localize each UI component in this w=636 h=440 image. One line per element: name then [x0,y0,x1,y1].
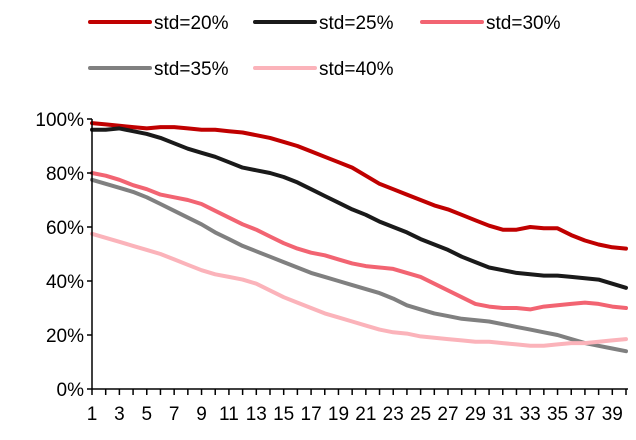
x-tick-label: 19 [328,404,349,425]
x-tick-label: 3 [114,404,125,425]
x-tick-label: 35 [547,404,568,425]
x-tick-label: 5 [141,404,152,425]
legend-label: std=40% [319,59,394,80]
series-line-std=40% [90,231,628,348]
x-tick-label: 33 [520,404,541,425]
x-tick-label: 9 [196,404,207,425]
x-tick-label: 29 [465,404,486,425]
y-tick-label: 20% [46,326,84,347]
legend-label: std=20% [154,13,229,34]
series-line-std=35% [90,177,628,354]
y-tick-label: 80% [46,164,84,185]
series-line-std=20% [90,121,628,251]
y-tick-label: 40% [46,272,84,293]
x-tick-label: 21 [355,404,376,425]
x-tick-label: 27 [437,404,458,425]
x-tick-label: 13 [246,404,267,425]
y-tick-label: 0% [57,380,85,401]
axes: 0%20%40%60%80%100%1 3 5 7 9 11 13 15 17 19 21 23 25 2… [35,110,628,425]
x-tick-label: 39 [602,404,623,425]
x-tick-label: 17 [301,404,322,425]
x-tick-label: 11 [219,404,239,425]
x-tick-label: 31 [492,404,513,425]
x-tick-label: 25 [410,404,431,425]
legend-label: std=35% [154,59,229,80]
x-tick-label: 15 [273,404,294,425]
legend-label: std=30% [486,13,561,34]
series-line-std=25% [90,126,628,290]
series-line-std=30% [90,171,628,312]
y-tick-label: 60% [46,218,84,239]
series-layer [90,121,628,354]
x-tick-label: 23 [383,404,404,425]
x-tick-label: 1 [87,404,98,425]
legend: std=20% std=25% std=30% std=35% std=40% [88,13,561,80]
x-tick-label: 37 [574,404,595,425]
x-tick-label: 7 [169,404,180,425]
legend-label: std=25% [319,13,394,34]
y-tick-label: 100% [35,110,84,131]
